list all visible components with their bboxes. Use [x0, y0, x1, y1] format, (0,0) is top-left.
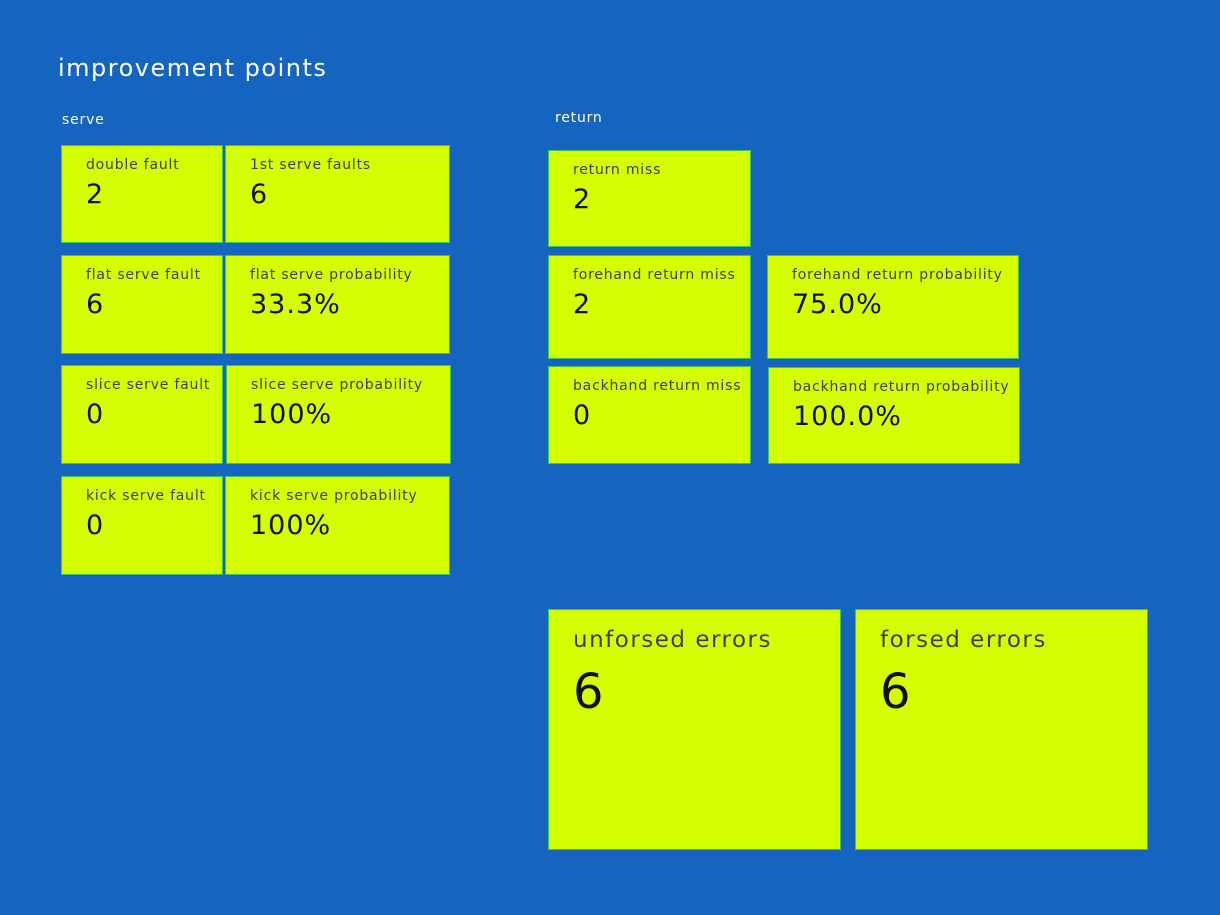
card-label: slice serve probability: [251, 377, 423, 393]
card-value: 100.0%: [793, 401, 902, 432]
card-value: 6: [880, 664, 912, 720]
card-value: 0: [86, 399, 105, 430]
backhand-return-miss-card: backhand return miss 0: [548, 366, 751, 464]
card-label: slice serve fault: [86, 377, 211, 393]
slice-serve-probability-card: slice serve probability 100%: [226, 365, 451, 464]
flat-serve-probability-card: flat serve probability 33.3%: [225, 255, 450, 354]
backhand-return-probability-card: backhand return probability 100.0%: [768, 367, 1020, 464]
card-label: 1st serve faults: [250, 157, 372, 173]
forehand-return-probability-card: forehand return probability 75.0%: [767, 255, 1019, 359]
unforced-errors-card: unforsed errors 6: [548, 609, 841, 850]
card-value: 2: [573, 184, 592, 215]
card-value: 2: [573, 289, 592, 320]
first-serve-faults-card: 1st serve faults 6: [225, 145, 450, 243]
card-value: 6: [86, 289, 105, 320]
kick-serve-fault-card: kick serve fault 0: [61, 476, 223, 575]
card-label: kick serve fault: [86, 488, 206, 504]
card-value: 0: [86, 510, 105, 541]
kick-serve-probability-card: kick serve probability 100%: [225, 476, 450, 575]
card-value: 0: [573, 400, 592, 431]
double-fault-card: double fault 2: [61, 145, 223, 243]
card-label: unforsed errors: [573, 627, 772, 653]
card-value: 2: [86, 179, 105, 210]
card-label: forehand return probability: [792, 267, 1003, 283]
flat-serve-fault-card: flat serve fault 6: [61, 255, 223, 354]
card-label: flat serve probability: [250, 267, 413, 283]
return-section-label: return: [555, 110, 603, 126]
card-label: double fault: [86, 157, 180, 173]
card-label: forsed errors: [880, 627, 1047, 653]
card-value: 100%: [250, 510, 332, 541]
card-label: kick serve probability: [250, 488, 418, 504]
card-label: flat serve fault: [86, 267, 201, 283]
serve-section-label: serve: [62, 112, 105, 128]
card-label: forehand return miss: [573, 267, 736, 283]
slice-serve-fault-card: slice serve fault 0: [61, 365, 223, 464]
return-miss-card: return miss 2: [548, 150, 751, 247]
card-label: return miss: [573, 162, 662, 178]
page-title: improvement points: [58, 54, 328, 82]
card-value: 6: [573, 664, 605, 720]
forehand-return-miss-card: forehand return miss 2: [548, 255, 751, 359]
card-value: 33.3%: [250, 289, 341, 320]
card-value: 6: [250, 179, 269, 210]
card-value: 100%: [251, 399, 333, 430]
card-value: 75.0%: [792, 289, 883, 320]
card-label: backhand return probability: [793, 379, 1010, 395]
forced-errors-card: forsed errors 6: [855, 609, 1148, 850]
card-label: backhand return miss: [573, 378, 742, 394]
